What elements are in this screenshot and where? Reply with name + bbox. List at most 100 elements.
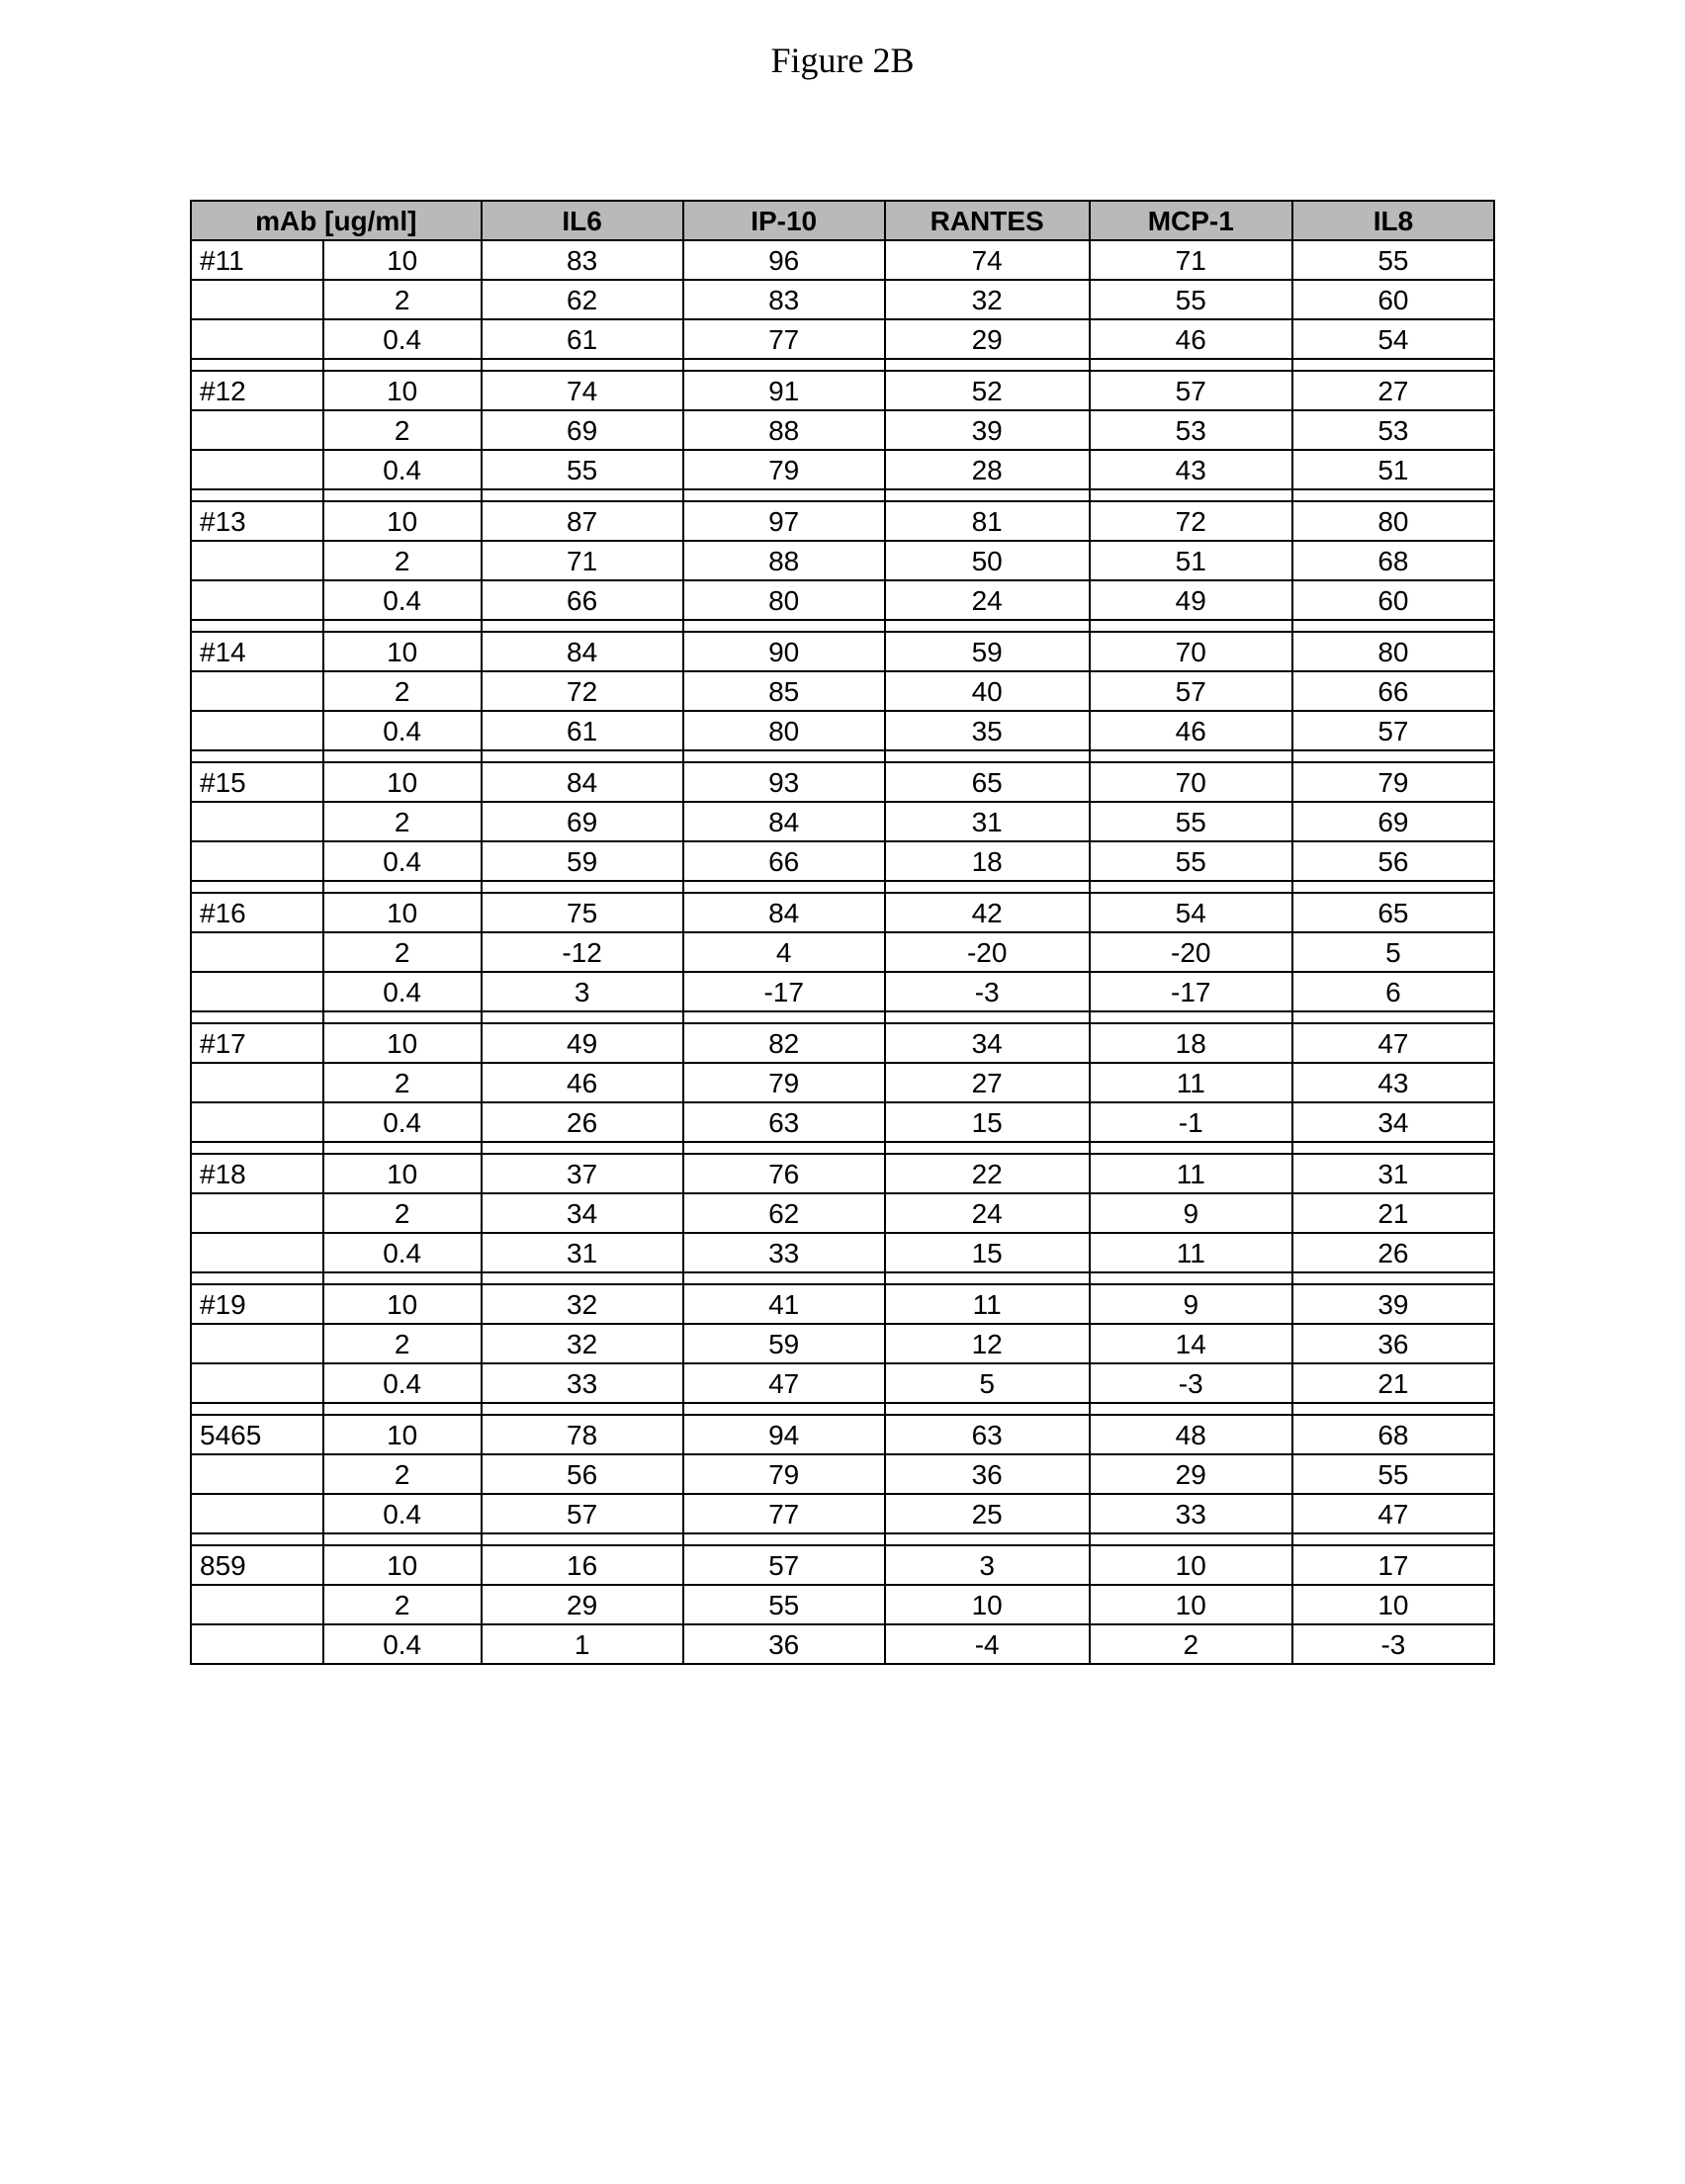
value-cell: 79 <box>683 450 885 489</box>
table-row: 0.46177294654 <box>191 319 1494 359</box>
value-cell: 71 <box>482 541 683 580</box>
group-label-cell <box>191 1454 323 1494</box>
value-cell: 57 <box>1090 371 1292 410</box>
spacer-cell <box>1090 620 1292 632</box>
table-row: #14108490597080 <box>191 632 1494 671</box>
value-cell: 55 <box>1090 280 1292 319</box>
concentration-cell: 0.4 <box>323 1233 482 1272</box>
spacer-cell <box>885 620 1090 632</box>
value-cell: 34 <box>1292 1102 1494 1142</box>
spacer-cell <box>1292 359 1494 371</box>
value-cell: 31 <box>885 802 1090 841</box>
spacer-cell <box>191 1011 323 1023</box>
value-cell: 15 <box>885 1102 1090 1142</box>
group-label-cell: #13 <box>191 501 323 541</box>
concentration-cell: 2 <box>323 1454 482 1494</box>
group-spacer-row <box>191 881 1494 893</box>
value-cell: 57 <box>1292 711 1494 750</box>
value-cell: 78 <box>482 1415 683 1454</box>
spacer-cell <box>885 489 1090 501</box>
table-row: 26984315569 <box>191 802 1494 841</box>
spacer-cell <box>323 1142 482 1154</box>
group-label-cell <box>191 841 323 881</box>
spacer-cell <box>482 1403 683 1415</box>
table-row: 27188505168 <box>191 541 1494 580</box>
spacer-cell <box>885 1403 1090 1415</box>
group-spacer-row <box>191 1272 1494 1284</box>
value-cell: 14 <box>1090 1324 1292 1363</box>
spacer-cell <box>1292 1403 1494 1415</box>
value-cell: 2 <box>1090 1624 1292 1664</box>
table-header-row: mAb [ug/ml] IL6 IP-10 RANTES MCP-1 IL8 <box>191 201 1494 240</box>
value-cell: 10 <box>1090 1585 1292 1624</box>
value-cell: 59 <box>482 841 683 881</box>
spacer-cell <box>885 359 1090 371</box>
spacer-cell <box>683 1533 885 1545</box>
spacer-cell <box>1090 881 1292 893</box>
group-label-cell <box>191 1063 323 1102</box>
value-cell: 81 <box>885 501 1090 541</box>
spacer-cell <box>191 489 323 501</box>
group-label-cell: #19 <box>191 1284 323 1324</box>
spacer-cell <box>323 1533 482 1545</box>
spacer-cell <box>482 1272 683 1284</box>
table-row: 0.4266315-134 <box>191 1102 1494 1142</box>
value-cell: 31 <box>1292 1154 1494 1193</box>
value-cell: 46 <box>482 1063 683 1102</box>
value-cell: 16 <box>482 1545 683 1585</box>
spacer-cell <box>1090 1011 1292 1023</box>
spacer-cell <box>1292 489 1494 501</box>
value-cell: 24 <box>885 580 1090 620</box>
value-cell: -12 <box>482 932 683 972</box>
table-row: 27285405766 <box>191 671 1494 711</box>
value-cell: 10 <box>1090 1545 1292 1585</box>
value-cell: 84 <box>683 802 885 841</box>
concentration-cell: 0.4 <box>323 1624 482 1664</box>
value-cell: 52 <box>885 371 1090 410</box>
value-cell: 94 <box>683 1415 885 1454</box>
group-label-cell <box>191 541 323 580</box>
spacer-cell <box>1292 1142 1494 1154</box>
value-cell: 71 <box>1090 240 1292 280</box>
value-cell: 83 <box>482 240 683 280</box>
value-cell: 66 <box>1292 671 1494 711</box>
spacer-cell <box>1292 1533 1494 1545</box>
concentration-cell: 0.4 <box>323 1363 482 1403</box>
spacer-cell <box>683 489 885 501</box>
value-cell: 69 <box>1292 802 1494 841</box>
spacer-cell <box>482 359 683 371</box>
group-label-cell: 859 <box>191 1545 323 1585</box>
spacer-cell <box>1292 620 1494 632</box>
table-row: #18103776221131 <box>191 1154 1494 1193</box>
value-cell: 10 <box>1292 1585 1494 1624</box>
value-cell: 55 <box>1090 802 1292 841</box>
value-cell: 54 <box>1292 319 1494 359</box>
concentration-cell: 2 <box>323 1585 482 1624</box>
concentration-cell: 0.4 <box>323 1102 482 1142</box>
table-row: 2346224921 <box>191 1193 1494 1233</box>
spacer-cell <box>683 1011 885 1023</box>
value-cell: 63 <box>885 1415 1090 1454</box>
group-label-cell <box>191 1363 323 1403</box>
table-row: #12107491525727 <box>191 371 1494 410</box>
spacer-cell <box>885 1272 1090 1284</box>
value-cell: -17 <box>683 972 885 1011</box>
value-cell: 11 <box>1090 1233 1292 1272</box>
value-cell: 84 <box>482 762 683 802</box>
spacer-cell <box>683 1403 885 1415</box>
group-label-cell <box>191 1324 323 1363</box>
col-header-mab: mAb [ug/ml] <box>191 201 482 240</box>
spacer-cell <box>885 881 1090 893</box>
value-cell: 72 <box>1090 501 1292 541</box>
spacer-cell <box>191 1272 323 1284</box>
value-cell: 53 <box>1090 410 1292 450</box>
value-cell: 17 <box>1292 1545 1494 1585</box>
table-row: 5465107894634868 <box>191 1415 1494 1454</box>
value-cell: 46 <box>1090 319 1292 359</box>
group-label-cell <box>191 319 323 359</box>
col-header-il8: IL8 <box>1292 201 1494 240</box>
group-spacer-row <box>191 359 1494 371</box>
spacer-cell <box>323 620 482 632</box>
value-cell: 87 <box>482 501 683 541</box>
value-cell: 32 <box>482 1284 683 1324</box>
